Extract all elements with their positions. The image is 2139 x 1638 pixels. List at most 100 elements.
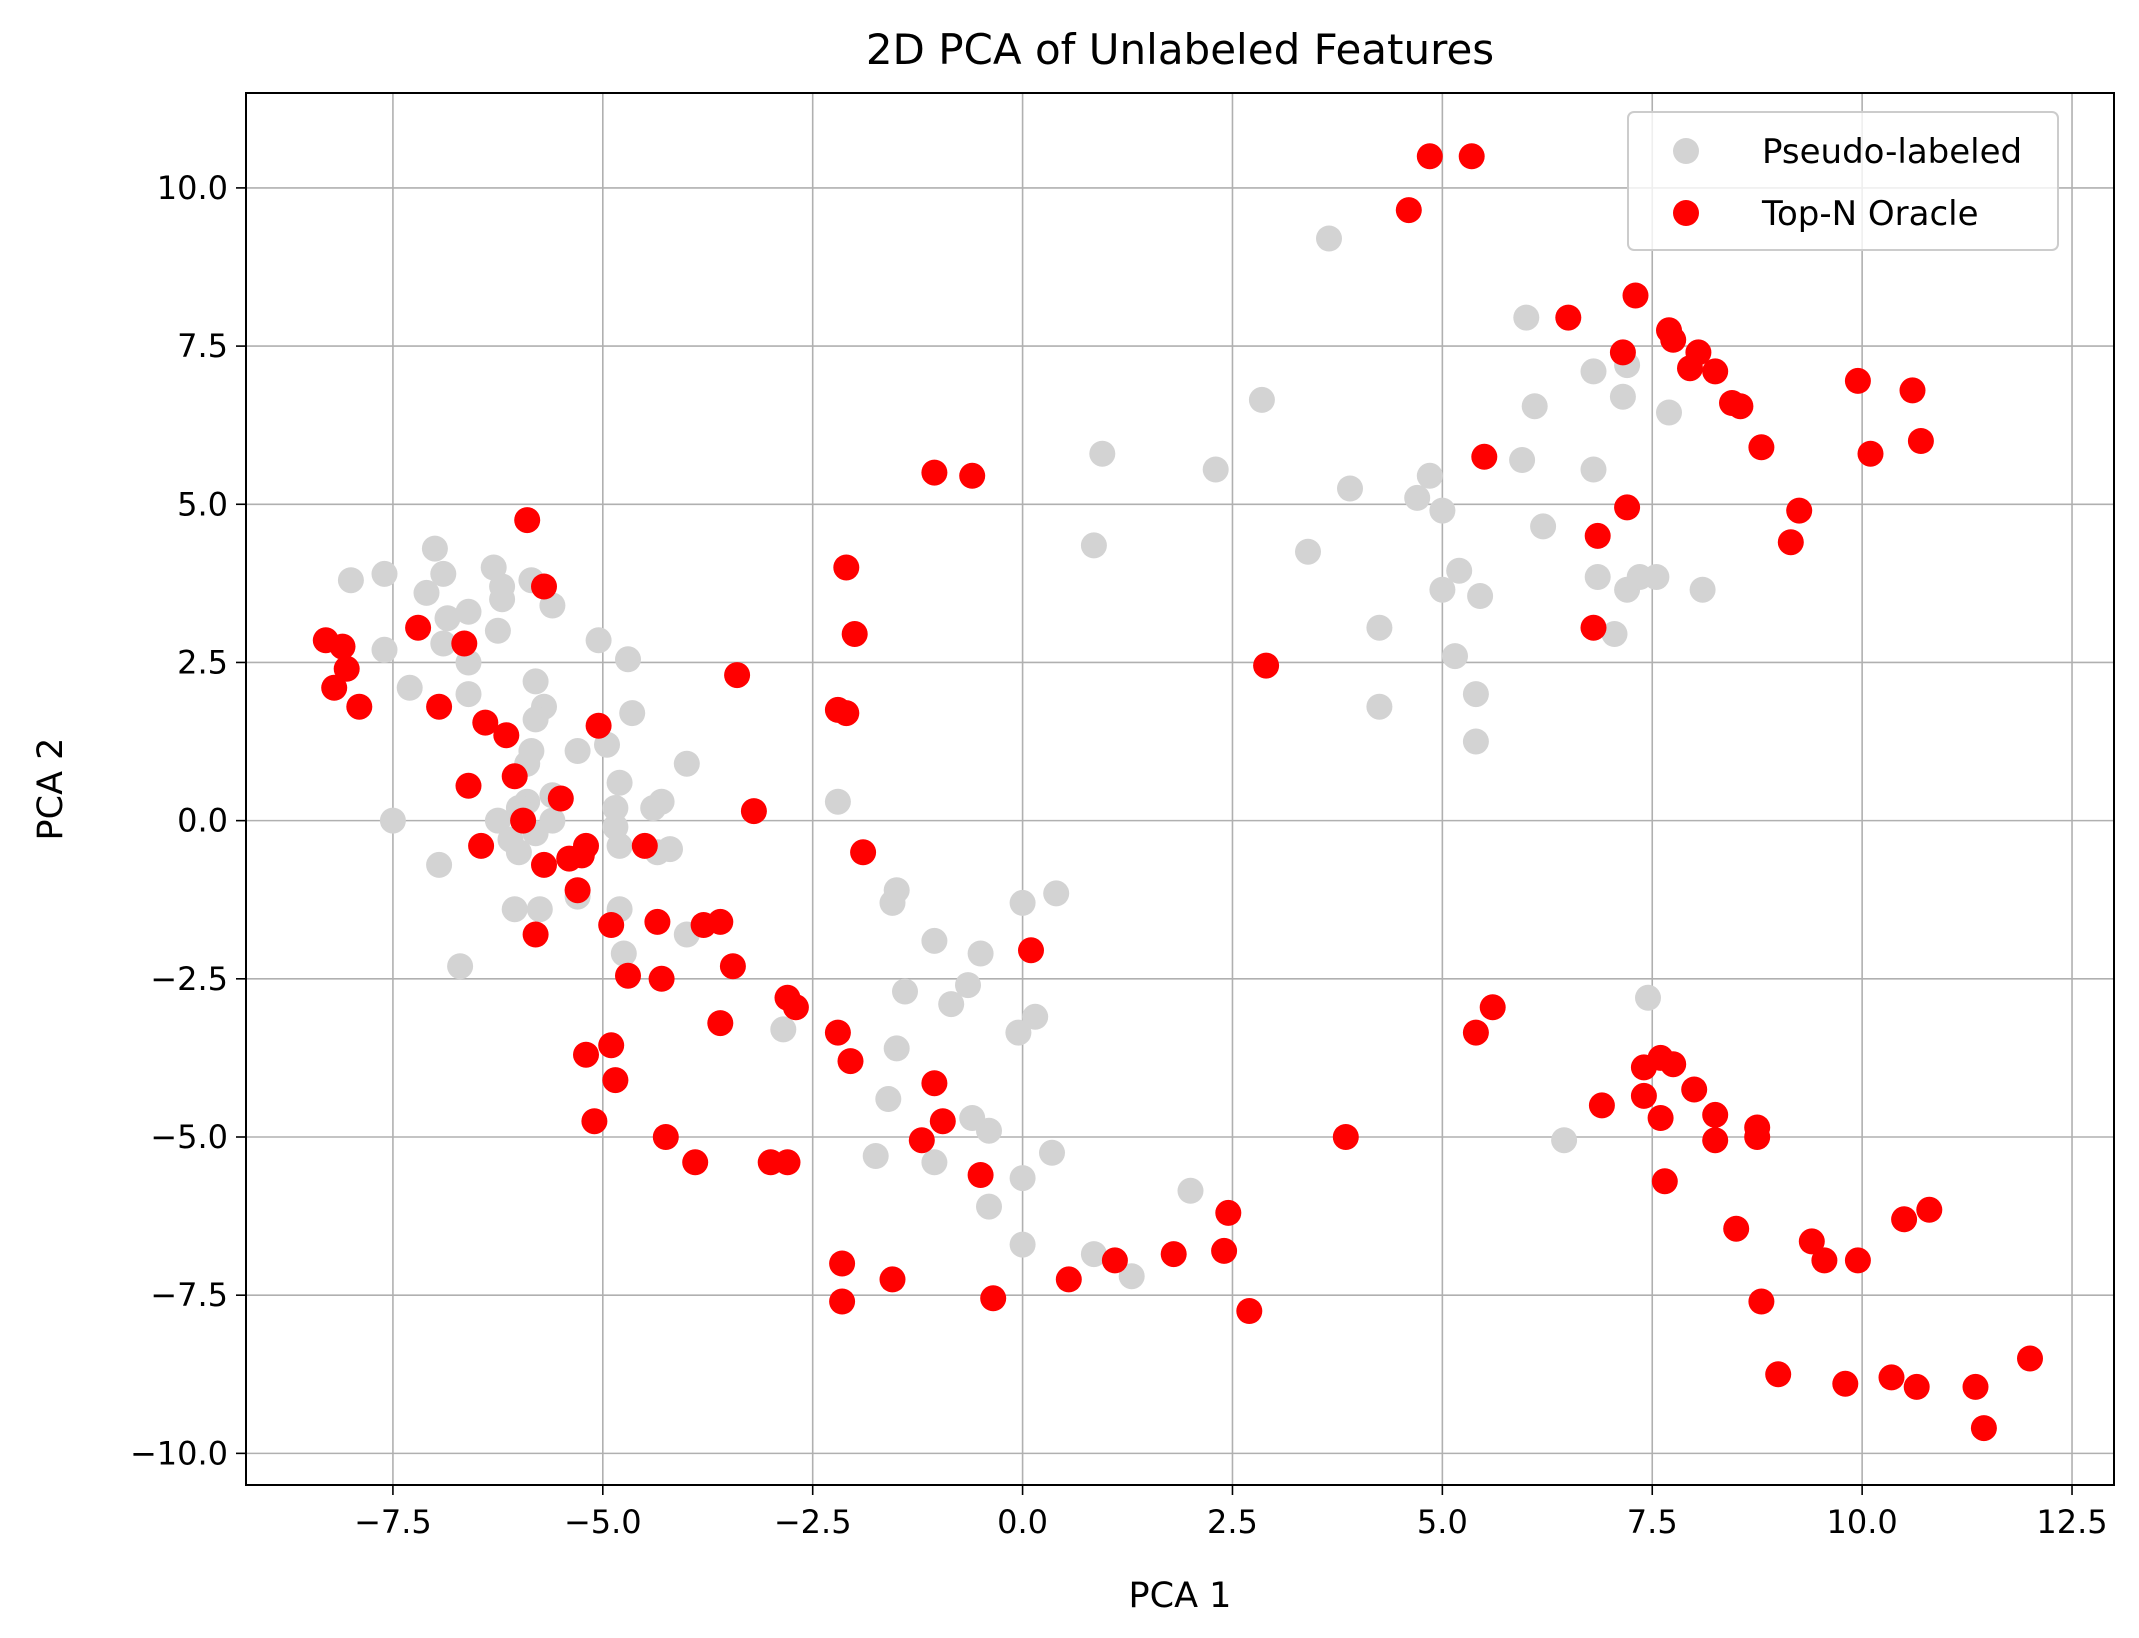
top-n-oracle-point: [850, 839, 877, 866]
pseudo-labeled-point: [606, 769, 633, 796]
top-n-oracle-point: [522, 921, 549, 948]
top-n-oracle-point: [1211, 1237, 1238, 1264]
pseudo-labeled-point: [921, 927, 948, 954]
pseudo-labeled-point: [1635, 984, 1661, 1011]
top-n-oracle-point: [514, 507, 541, 534]
x-tick-label: 0.0: [997, 1503, 1048, 1541]
pseudo-labeled-point: [1009, 1165, 1036, 1192]
top-n-oracle-point: [829, 1288, 856, 1315]
top-n-oracle-point: [468, 832, 495, 859]
top-n-oracle-point: [531, 573, 557, 600]
pseudo-labeled-point: [526, 896, 553, 923]
x-tick-label: −5.0: [564, 1503, 642, 1541]
pseudo-labeled-point: [505, 839, 532, 866]
x-tick-label: 5.0: [1417, 1503, 1468, 1541]
pseudo-labeled-point: [522, 706, 549, 733]
pseudo-labeled-point: [1442, 643, 1468, 670]
top-n-oracle-point: [1777, 529, 1804, 556]
top-n-oracle-point: [1878, 1364, 1905, 1391]
pseudo-labeled-point: [430, 630, 457, 657]
x-tick-label: −7.5: [354, 1503, 432, 1541]
pseudo-labeled-point: [1429, 576, 1456, 603]
top-n-oracle-point: [1786, 497, 1813, 524]
pseudo-labeled-point: [1316, 225, 1342, 252]
pseudo-labeled-point: [1513, 304, 1540, 331]
pseudo-labeled-point: [615, 646, 641, 673]
top-n-oracle-point: [1891, 1206, 1918, 1233]
pseudo-labeled-point: [1009, 1231, 1036, 1258]
pseudo-labeled-point: [1416, 462, 1443, 489]
top-n-oracle-point: [1588, 1092, 1615, 1119]
top-n-oracle-point: [598, 1032, 625, 1059]
top-n-oracle-point: [455, 772, 482, 799]
top-n-oracle-point: [1811, 1247, 1838, 1274]
pseudo-labeled-point: [337, 567, 364, 594]
legend-label-top-n-oracle: Top-N Oracle: [1761, 194, 1979, 234]
y-tick-label: 7.5: [177, 327, 228, 365]
pseudo-labeled-point: [564, 738, 591, 764]
legend-box: [1627, 111, 2059, 251]
top-n-oracle-point: [833, 554, 860, 581]
data-points: [312, 143, 2043, 1442]
top-n-oracle-point: [782, 994, 809, 1021]
pseudo-labeled-point: [1584, 564, 1611, 590]
pseudo-labeled-point: [1295, 538, 1321, 565]
top-n-oracle-point: [1332, 1124, 1359, 1150]
top-n-oracle-point: [631, 832, 658, 859]
pseudo-labeled-point: [1601, 621, 1628, 647]
top-n-oracle-point: [564, 877, 591, 904]
pseudo-labeled-point: [976, 1117, 1002, 1144]
top-n-oracle-point: [547, 785, 574, 812]
top-n-oracle-point: [472, 709, 499, 736]
top-n-oracle-point: [1857, 440, 1884, 467]
pseudo-labeled-point: [434, 605, 461, 632]
pseudo-labeled-point: [413, 579, 440, 606]
top-n-oracle-point: [333, 655, 360, 682]
top-n-oracle-point: [1651, 1168, 1678, 1195]
x-tick-label: −2.5: [774, 1503, 852, 1541]
pseudo-labeled-point: [396, 674, 423, 701]
top-n-oracle-point: [493, 722, 520, 749]
pseudo-labeled-point: [1530, 513, 1557, 540]
top-n-oracle-point: [980, 1285, 1007, 1312]
top-n-oracle-point: [719, 953, 746, 980]
top-n-oracle-point: [1416, 143, 1443, 170]
top-n-oracle-point: [1055, 1266, 1082, 1293]
pseudo-labeled-point: [421, 535, 448, 562]
top-n-oracle-point: [1395, 197, 1422, 224]
top-n-oracle-point: [573, 832, 599, 859]
pseudo-labeled-point: [1509, 447, 1536, 473]
top-n-oracle-point: [1580, 614, 1607, 641]
top-n-oracle-point: [585, 712, 612, 739]
top-n-oracle-point: [1471, 443, 1498, 470]
pseudo-labeled-point: [1462, 681, 1489, 708]
top-n-oracle-point: [1723, 1215, 1750, 1242]
pseudo-labeled-point: [1656, 399, 1682, 426]
pseudo-labeled-point: [1580, 358, 1607, 385]
top-n-oracle-point: [967, 1162, 994, 1188]
top-n-oracle-point: [1458, 143, 1485, 170]
top-n-oracle-point: [652, 1124, 679, 1150]
top-n-oracle-point: [1660, 326, 1687, 353]
series-pseudo-labeled: [337, 225, 1716, 1290]
top-n-oracle-point: [1160, 1241, 1187, 1268]
top-n-oracle-point: [1916, 1196, 1943, 1223]
pseudo-labeled-point: [447, 953, 474, 980]
top-n-oracle-point: [1236, 1298, 1263, 1324]
top-n-oracle-point: [1681, 1076, 1708, 1103]
pseudo-labeled-point: [1202, 456, 1229, 483]
top-n-oracle-point: [833, 700, 860, 727]
top-n-oracle-point: [1462, 1019, 1489, 1046]
y-axis-label: PCA 2: [31, 738, 71, 841]
top-n-oracle-point: [615, 962, 641, 989]
pseudo-labeled-point: [1089, 440, 1116, 467]
legend: Pseudo-labeled Top-N Oracle: [1627, 111, 2059, 251]
pseudo-labeled-point: [1551, 1127, 1578, 1154]
pseudo-labeled-point: [921, 1149, 948, 1176]
top-n-oracle-point: [1630, 1082, 1657, 1109]
top-n-oracle-point: [707, 1010, 734, 1037]
top-n-oracle-point: [573, 1041, 599, 1068]
pseudo-labeled-point: [1429, 497, 1456, 524]
top-n-oracle-point: [879, 1266, 906, 1293]
